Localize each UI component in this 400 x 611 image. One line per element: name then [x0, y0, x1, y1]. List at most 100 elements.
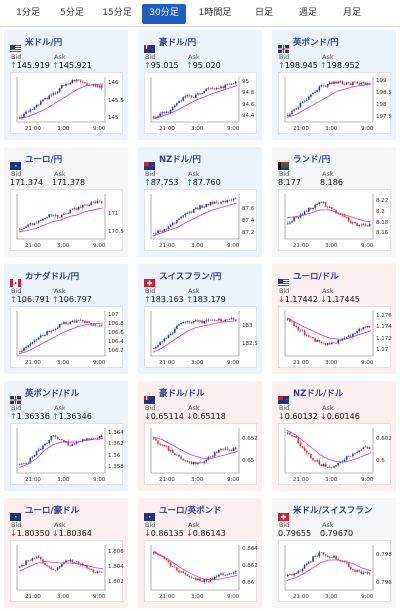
pair-name[interactable]: ユーロ/英ポンド [159, 506, 222, 516]
rate-card[interactable]: カナダドル/円 Bid Ask ↑106.791 ↑106.797 107 106.8 106… [4, 264, 128, 374]
rate-card[interactable]: 英ポンド/円 Bid Ask ↑198.945 ↑198.952 199 198.5 198 1… [272, 30, 396, 140]
candle [50, 94, 53, 96]
candle [153, 552, 155, 554]
pair-name[interactable]: NZドル/円 [159, 155, 201, 165]
rate-card[interactable]: 豪ドル/円 Bid Ask ↑95.015 ↑95.020 95 94.8 94.6 94.4 2… [138, 30, 262, 140]
pair-name[interactable]: 英ポンド/円 [293, 38, 339, 48]
candlestick-chart[interactable]: 1.806 1.804 1.802 21:00 3:00 9:00 [10, 540, 124, 602]
tab-6[interactable]: 週足 [298, 8, 317, 18]
tab-7[interactable]: 月足 [342, 8, 361, 18]
candle [310, 561, 312, 563]
rate-card[interactable]: ユーロ/英ポンド Bid Ask ↓0.86135 ↓0.86143 0.864 0.862… [138, 498, 262, 608]
candle [324, 202, 327, 207]
candlestick-chart[interactable]: 199 198.5 198 197.5 21:00 3:00 9:00 [278, 72, 392, 134]
candle [182, 215, 184, 217]
moving-average-line [286, 559, 372, 581]
candle [224, 448, 226, 450]
pair-name[interactable]: 米ドル/スイスフラン [293, 506, 373, 516]
x-tick-label: 9:00 [93, 477, 106, 483]
x-tick-label: 9:00 [227, 594, 240, 600]
candle [293, 573, 295, 576]
x-tick-label: 3:00 [325, 477, 338, 483]
candlestick-chart[interactable]: 0.798 0.796 21:00 3:00 9:00 [278, 540, 392, 602]
ca-flag-icon [10, 272, 21, 287]
candle [29, 343, 32, 346]
candle [339, 214, 342, 215]
pair-name[interactable]: ユーロ/ドル [293, 272, 339, 282]
tab-5[interactable]: 日足 [254, 8, 273, 18]
pair-name[interactable]: NZドル/ドル [293, 389, 344, 399]
candle [56, 214, 59, 218]
candle [234, 570, 237, 573]
chart-axis [16, 194, 106, 240]
candle [326, 83, 329, 87]
candle [314, 460, 316, 462]
rate-card[interactable]: NZドル/ドル Bid Ask ↓0.60132 ↓0.60146 0.602 0.6 21:… [272, 381, 396, 491]
tab-1[interactable]: 5分足 [60, 8, 84, 18]
candle [178, 324, 180, 326]
candle [350, 335, 352, 337]
candlestick-chart[interactable]: 107 106.8 106.6 106.4 106.2 21:00 3:00 9:00 [10, 306, 124, 368]
pair-name[interactable]: ユーロ/円 [25, 155, 63, 165]
tab-0[interactable]: 1分足 [16, 8, 40, 18]
candle [48, 439, 50, 444]
rate-card[interactable]: ランド/円 Bid Ask 8.177 8.186 8.22 8.2 8.18 8.16 21:0… [272, 147, 396, 257]
chart-axis [150, 311, 240, 357]
candlestick-chart[interactable]: 0.652 0.65 21:00 3:00 9:00 [144, 423, 258, 485]
rate-card[interactable]: スイスフラン/円 Bid Ask ↑183.163 ↑183.179 183 182.5 21… [138, 264, 262, 374]
tab-3[interactable]: 30分足 [142, 4, 186, 24]
candle [61, 214, 63, 218]
candle [192, 578, 195, 579]
rate-card[interactable]: NZドル/円 Bid Ask ↑87.753 ↑87.760 87.6 87.4 87.2 21… [138, 147, 262, 257]
rate-card[interactable]: ユーロ/ドル Bid Ask ↓1.17442 ↓1.17445 1.176 1.174 1.… [272, 264, 396, 374]
rate-card[interactable]: 米ドル/スイスフラン Bid Ask 0.79655 0.79670 0.798 0.796… [272, 498, 396, 608]
candle [65, 322, 67, 325]
candlestick-chart[interactable]: 87.6 87.4 87.2 21:00 3:00 9:00 [144, 189, 257, 251]
y-tick-label: 8.16 [376, 230, 389, 237]
candle [19, 351, 21, 353]
candle [67, 441, 69, 446]
y-tick-label: 0.6 [376, 458, 385, 465]
rate-card[interactable]: ユーロ/豪ドル Bid Ask ↓1.80350 ↓1.80364 1.806 1.804 1… [4, 498, 128, 608]
chart-canvas [284, 77, 374, 123]
rate-card[interactable]: 米ドル/円 Bid Ask ↑145.919 ↑145.921 146 145.5 145 21… [4, 30, 128, 140]
pair-name[interactable]: 米ドル/円 [25, 38, 63, 48]
candle [211, 201, 214, 204]
candlestick-chart[interactable]: 0.864 0.862 0.86 21:00 3:00 9:00 [144, 540, 258, 602]
chart-axis [150, 194, 240, 240]
pair-name[interactable]: ユーロ/豪ドル [25, 506, 80, 516]
pair-name[interactable]: 英ポンド/ドル [25, 389, 80, 399]
rate-card[interactable]: 豪ドル/ドル Bid Ask ↓0.65114 ↓0.65118 0.652 0.65 21:… [138, 381, 262, 491]
tab-2[interactable]: 15分足 [102, 8, 132, 18]
pair-name[interactable]: スイスフラン/円 [159, 272, 222, 282]
candlestick-chart[interactable]: 0.602 0.6 21:00 3:00 9:00 [278, 423, 392, 485]
rate-card[interactable]: ユーロ/円 Bid Ask 171.374 171.378 171 170.5 21:00 3:… [4, 147, 128, 257]
pair-name[interactable]: 豪ドル/円 [159, 38, 197, 48]
rate-card[interactable]: 英ポンド/ドル Bid Ask ↑1.36336 ↑1.36346 1.364 1.362 1… [4, 381, 128, 491]
candle [364, 327, 367, 328]
tab-4[interactable]: 1時間足 [198, 8, 232, 18]
candlestick-chart[interactable]: 183 182.5 21:00 3:00 9:00 [144, 306, 258, 368]
candlestick-chart[interactable]: 1.176 1.174 1.172 1.17 21:00 3:00 9:00 [278, 306, 392, 368]
candle [171, 222, 174, 225]
candlestick-chart[interactable]: 171 170.5 21:00 3:00 9:00 [10, 189, 124, 251]
pair-name[interactable]: カナダドル/円 [25, 272, 80, 282]
candle [37, 556, 40, 558]
pair-name[interactable]: ランド/円 [293, 155, 331, 165]
rate-card-header: 英ポンド/ドル [10, 387, 126, 404]
candle [358, 450, 360, 453]
pair-name[interactable]: 豪ドル/ドル [159, 389, 205, 399]
candlestick-chart[interactable]: 8.22 8.2 8.18 8.16 21:00 3:00 9:00 [278, 189, 391, 251]
ask-price: ↑198.952 [320, 61, 360, 70]
bid-value: 0.60132 [284, 412, 318, 421]
candle [180, 456, 182, 459]
candle [21, 565, 23, 567]
candlestick-chart[interactable]: 95 94.8 94.6 94.4 21:00 3:00 9:00 [144, 72, 257, 134]
x-tick-label: 21:00 [159, 594, 175, 600]
candle [65, 560, 67, 563]
x-tick-label: 9:00 [93, 126, 106, 132]
candle [291, 221, 293, 223]
candlestick-chart[interactable]: 146 145.5 145 21:00 3:00 9:00 [10, 72, 124, 134]
candlestick-chart[interactable]: 1.364 1.362 1.36 1.358 21:00 3:00 9:00 [10, 423, 124, 485]
candle [312, 207, 314, 210]
